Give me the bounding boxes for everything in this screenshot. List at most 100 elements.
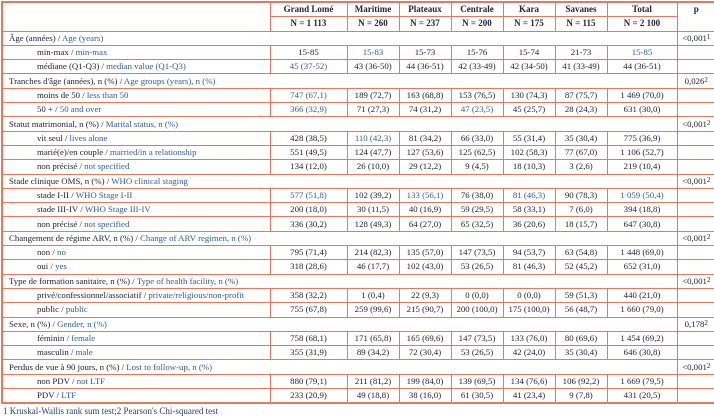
value-cell: 22 (9,3) xyxy=(398,287,452,304)
value-cell: 1 059 (50,4) xyxy=(606,187,678,204)
section-label-en: Lost to follow-up, n (%) xyxy=(126,361,213,372)
value-cell: 1 454 (69,2) xyxy=(606,330,678,347)
label-separator: / xyxy=(119,361,127,372)
row-label: masculin / male xyxy=(1,345,271,361)
value-cell: 200 (100,0) xyxy=(450,302,504,318)
value-cell: 102 (39,2) xyxy=(346,187,400,204)
p-column-header: p xyxy=(676,1,714,32)
value-cell: 1 660 (79,0) xyxy=(606,302,678,318)
section-label: Changement de régime ARV, n (%) / Change… xyxy=(1,230,678,247)
column-header: Grand Lomé xyxy=(269,1,348,18)
value-cell: 106 (92,2) xyxy=(554,373,608,390)
label-separator: / xyxy=(77,218,85,229)
empty-p-cell xyxy=(676,202,714,218)
value-cell: 551 (49,5) xyxy=(269,144,348,161)
row-label-en: WHO Stage I-II xyxy=(75,190,133,200)
row-label-fr: oui xyxy=(37,261,49,272)
value-cell: 15-85 xyxy=(269,44,348,61)
section-label-fr: Type de formation sanitaire, n (%) xyxy=(9,275,131,286)
table-row: privé/confessionnel/associatif / private… xyxy=(1,287,714,304)
section-label: Stade clinique OMS, n (%) / WHO clinical… xyxy=(1,173,678,189)
label-separator: / xyxy=(52,104,60,115)
value-cell: 189 (72,7) xyxy=(346,87,400,104)
value-cell: 214 (82,3) xyxy=(346,245,400,261)
empty-p-cell xyxy=(676,345,714,361)
row-label-fr: non xyxy=(37,247,51,258)
column-header: Kara xyxy=(502,1,556,18)
p-footnote-marker: 1 xyxy=(706,32,711,41)
section-row: Âge (années) / Age (years) <0,0011 xyxy=(1,30,714,46)
value-cell: 1 469 (70,0) xyxy=(606,87,678,104)
value-cell: 15-73 xyxy=(398,44,452,61)
value-cell: 795 (71,4) xyxy=(269,245,348,261)
label-separator: / xyxy=(54,390,62,401)
label-separator: / xyxy=(69,375,77,386)
empty-p-cell xyxy=(676,330,714,347)
p-value-cell: <0,0011 xyxy=(676,30,714,46)
table-row: marié(e)/en couple / married/in a relati… xyxy=(1,144,714,161)
value-cell: 747 (67,1) xyxy=(269,87,348,104)
p-footnote-marker: 2 xyxy=(706,232,711,241)
row-label-en: not LTF xyxy=(76,375,105,386)
value-cell: 42 (33-49) xyxy=(450,59,504,75)
value-cell: 64 (27,0) xyxy=(398,216,452,232)
section-label: Statut matrimonial, n (%) / Marital stat… xyxy=(1,116,678,132)
row-label: vit seul / lives alone xyxy=(1,130,271,146)
value-cell: 211 (81,2) xyxy=(346,373,400,390)
label-separator: / xyxy=(50,247,58,258)
row-label-en: less than 50 xyxy=(86,89,129,100)
value-cell: 0 (0,0) xyxy=(502,287,556,304)
row-label: stade III-IV / WHO Stage III-IV xyxy=(1,202,271,218)
row-label-en: female xyxy=(71,332,96,343)
value-cell: 52 (45,2) xyxy=(554,259,608,275)
value-cell: 130 (74,3) xyxy=(502,87,556,104)
value-cell: 318 (28,6) xyxy=(269,259,348,275)
empty-p-cell xyxy=(676,44,714,61)
value-cell: 646 (30,8) xyxy=(606,345,678,361)
row-label: 50 + / 50 and over xyxy=(1,102,271,118)
row-label-fr: non PDV xyxy=(37,375,70,386)
section-label-en: WHO clinical staging xyxy=(111,175,188,186)
header-n-row: N = 1 113 N = 260 N = 237 N = 200 N = 175 N =… xyxy=(2,16,714,32)
section-label: Tranches d'âge (années), n (%) / Age gro… xyxy=(1,73,678,89)
section-label-en: Gender, n (%) xyxy=(57,318,107,329)
value-cell: 652 (31,0) xyxy=(606,259,678,275)
p-footnote-marker: 2 xyxy=(706,175,711,184)
section-row: Type de formation sanitaire, n (%) / Typ… xyxy=(1,273,714,289)
row-label: non précisé / not specified xyxy=(1,216,271,232)
row-label-fr: masculin xyxy=(37,347,69,358)
row-label-en: min-max xyxy=(75,47,108,58)
value-cell: 133 (76,0) xyxy=(502,330,556,347)
value-cell: 366 (32,9) xyxy=(269,102,348,118)
corner-cell xyxy=(1,1,271,32)
value-cell: 125 (62,5) xyxy=(450,144,504,161)
label-separator: / xyxy=(64,332,72,343)
value-cell: 219 (10,4) xyxy=(606,159,678,175)
label-separator: / xyxy=(50,318,58,329)
row-label-fr: moins de 50 xyxy=(37,89,81,100)
value-cell: 880 (79,1) xyxy=(269,373,348,390)
value-cell: 1 106 (52,7) xyxy=(606,144,678,161)
table-row: masculin / male 355 (31,9) 89 (34,2) 72 (30… xyxy=(1,345,714,361)
value-cell: 81 (46,3) xyxy=(502,187,556,204)
row-label-fr: PDV xyxy=(37,390,55,401)
value-cell: 577 (51,8) xyxy=(269,187,348,204)
label-separator: / xyxy=(62,132,70,143)
section-label-fr: Statut matrimonial, n (%) xyxy=(9,118,99,129)
column-n-count: N = 2 100 xyxy=(606,16,678,32)
row-label-en: lives alone xyxy=(69,132,108,143)
label-separator: / xyxy=(78,204,85,215)
table-row: PDV / LTF 233 (20,9) 49 (18,8) 38 (16,0) 61 … xyxy=(1,388,714,404)
value-cell: 259 (99,6) xyxy=(346,302,400,318)
p-value: <0,001 xyxy=(682,232,707,243)
value-cell: 128 (49,3) xyxy=(346,216,400,232)
row-label-fr: non précisé xyxy=(37,161,78,172)
value-cell: 65 (32,5) xyxy=(450,216,504,232)
empty-p-cell xyxy=(676,388,714,404)
value-cell: 53 (26,5) xyxy=(450,345,504,361)
value-cell: 15-83 xyxy=(346,44,400,61)
row-label: non précisé / not specified xyxy=(1,159,271,175)
p-value: <0,001 xyxy=(682,32,707,43)
table-row: stade I-II / WHO Stage I-II 577 (51,8) 102… xyxy=(1,187,714,204)
empty-p-cell xyxy=(676,59,714,75)
